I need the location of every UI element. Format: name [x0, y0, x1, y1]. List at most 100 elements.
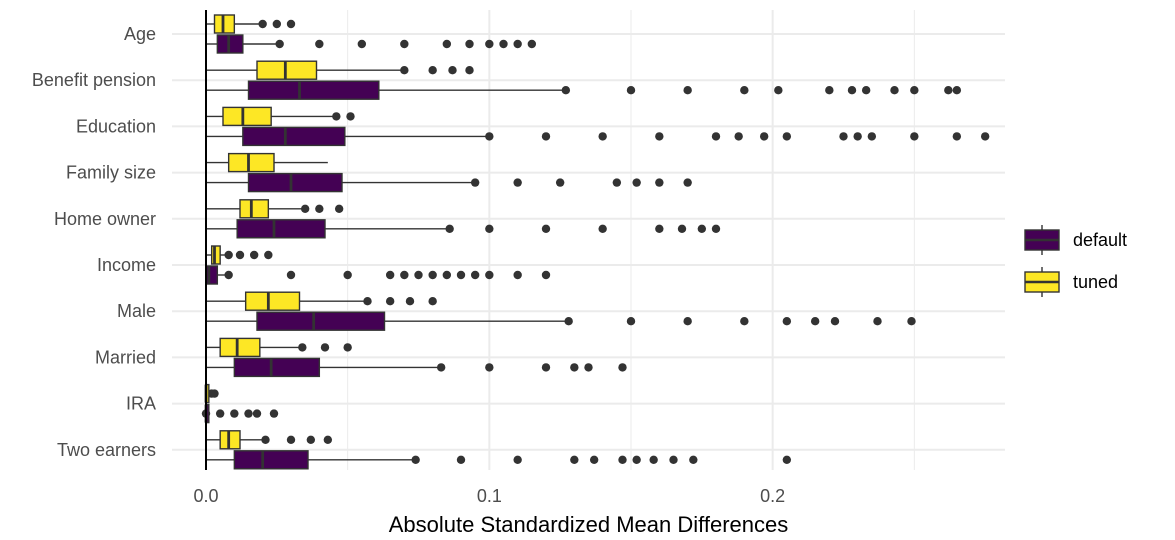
outlier-point [774, 86, 783, 95]
outlier-point [224, 270, 233, 280]
outlier-point [470, 178, 480, 187]
legend-label: tuned [1073, 272, 1118, 292]
outlier-point [618, 455, 627, 464]
outlier-point [485, 363, 494, 372]
outlier-point [589, 455, 599, 464]
outlier-point [683, 317, 692, 326]
outlier-point [300, 204, 310, 213]
box-tuned [204, 383, 219, 404]
outlier-point [598, 132, 607, 141]
outlier-point [740, 317, 749, 326]
box-tuned [206, 430, 333, 450]
outlier-point [890, 86, 899, 95]
box-default [205, 265, 551, 285]
box-iqr [242, 126, 346, 147]
box-iqr [219, 337, 261, 358]
outlier-point [428, 297, 437, 306]
outlier-point [465, 39, 474, 49]
box-default [206, 172, 692, 193]
x-tick-label: 0.0 [193, 486, 218, 506]
outlier-point [275, 39, 284, 49]
outlier-point [952, 86, 962, 95]
box-iqr [236, 219, 326, 239]
box-iqr [256, 311, 386, 331]
outlier-point [734, 132, 743, 141]
box-iqr [233, 450, 309, 470]
outlier-point [527, 39, 537, 49]
outlier-point [782, 317, 792, 326]
outlier-point [873, 317, 882, 326]
box-tuned [206, 199, 344, 219]
outlier-point [357, 39, 367, 49]
outlier-point [861, 86, 871, 95]
outlier-point [485, 132, 494, 141]
outlier-point [697, 224, 707, 233]
outlier-point [258, 19, 267, 29]
outlier-point [612, 178, 622, 187]
outlier-point [244, 409, 253, 418]
outlier-point [513, 39, 522, 49]
box-tuned [206, 60, 474, 80]
outlier-point [456, 270, 466, 280]
outlier-point [442, 270, 452, 280]
outlier-point [541, 132, 551, 141]
outlier-point [470, 270, 480, 280]
outlier-point [315, 204, 324, 213]
x-axis-title: Absolute Standardized Mean Differences [389, 512, 789, 537]
box-tuned [206, 14, 296, 34]
outlier-point [649, 455, 658, 464]
outlier-point [224, 250, 233, 260]
outlier-point [570, 455, 579, 464]
outlier-point [839, 132, 848, 141]
outlier-point [782, 455, 792, 464]
outlier-point [910, 132, 919, 141]
box-iqr [227, 152, 275, 173]
grid-lines [172, 10, 1005, 470]
outlier-point [485, 224, 494, 233]
outlier-point [759, 132, 769, 141]
outlier-point [830, 317, 840, 326]
outlier-point [315, 39, 324, 49]
outlier-point [210, 389, 219, 398]
box-default [206, 450, 792, 470]
x-tick-label: 0.2 [760, 486, 785, 506]
outlier-point [485, 39, 494, 49]
outlier-point [334, 204, 344, 213]
outlier-point [298, 343, 307, 352]
outlier-point [683, 86, 692, 95]
outlier-point [907, 317, 916, 326]
box-iqr [256, 60, 318, 80]
outlier-point [618, 363, 627, 372]
outlier-point [323, 435, 333, 444]
outlier-point [570, 363, 579, 372]
outlier-point [465, 66, 474, 75]
outlier-point [215, 409, 225, 418]
outlier-point [428, 270, 437, 280]
box-default [201, 403, 279, 424]
outlier-point [414, 270, 423, 280]
box-tuned [206, 337, 352, 358]
outlier-point [400, 39, 409, 49]
outlier-point [655, 224, 664, 233]
outlier-point [286, 435, 296, 444]
outlier-point [541, 363, 551, 372]
outlier-point [363, 297, 372, 306]
outlier-point [306, 435, 316, 444]
box-default [206, 80, 962, 100]
box-default [206, 34, 537, 54]
outlier-point [677, 224, 687, 233]
box-iqr [210, 245, 221, 265]
box-iqr [244, 291, 301, 311]
legend-item-default: default [1024, 225, 1127, 255]
outlier-point [541, 224, 551, 233]
box-default [206, 311, 916, 331]
outlier-point [385, 297, 395, 306]
outlier-point [235, 250, 245, 260]
outlier-point [561, 86, 571, 95]
outlier-point [405, 297, 415, 306]
y-tick-label: Family size [66, 163, 156, 183]
outlier-point [910, 86, 919, 95]
y-tick-label: Income [97, 255, 156, 275]
box-iqr [219, 430, 241, 450]
